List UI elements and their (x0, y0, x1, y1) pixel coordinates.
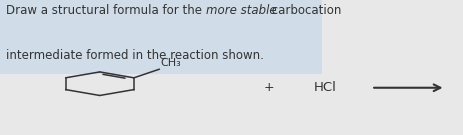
Text: carbocation: carbocation (268, 4, 341, 17)
FancyBboxPatch shape (0, 0, 322, 74)
Text: more stable: more stable (205, 4, 275, 17)
Text: +: + (263, 81, 274, 94)
Text: HCl: HCl (313, 81, 336, 94)
Text: intermediate formed in the reaction shown.: intermediate formed in the reaction show… (6, 49, 263, 62)
Text: Draw a structural formula for the: Draw a structural formula for the (6, 4, 205, 17)
Text: CH₃: CH₃ (161, 58, 181, 68)
